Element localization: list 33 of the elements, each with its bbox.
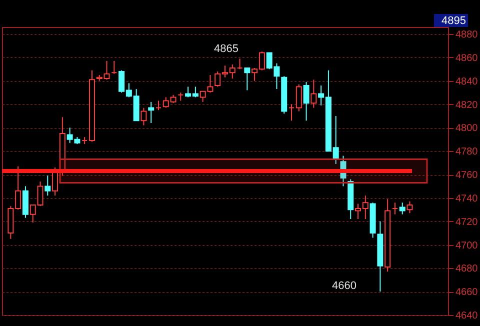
annotation: 4865 [214, 43, 238, 55]
y-tick-label: 4640 [456, 310, 478, 322]
y-tick-label: 4860 [456, 52, 478, 64]
candlestick [303, 82, 310, 122]
candlestick [236, 58, 243, 70]
candlestick [44, 175, 51, 196]
candlestick [244, 67, 250, 91]
y-tick-label: 4780 [456, 146, 478, 158]
text: 4895 [442, 15, 466, 27]
y-tick-label: 4740 [456, 193, 478, 204]
annotation: 4660 [332, 280, 356, 292]
candlestick [392, 202, 398, 215]
candlestick [399, 202, 406, 215]
y-tick-label: 4800 [456, 123, 478, 134]
candlestick [155, 100, 162, 111]
y-tick-label: 4820 [456, 100, 478, 111]
y-tick-label: 4840 [456, 76, 478, 88]
candlestick [148, 101, 154, 124]
y-tick-label: 4680 [456, 264, 478, 275]
candlestick [140, 107, 147, 126]
candlestick [22, 186, 28, 218]
y-tick-label: 4660 [456, 287, 478, 298]
candlestick [406, 200, 413, 214]
candlestick [111, 60, 118, 74]
candlestick [296, 84, 302, 112]
y-tick-label: 4720 [456, 216, 478, 228]
candlestick [178, 92, 184, 102]
y-tick-label: 4700 [456, 240, 478, 252]
y-tick-label: 4880 [456, 30, 478, 41]
candlestick [288, 104, 295, 122]
candlestick [52, 166, 58, 196]
y-tick-label: 4760 [456, 170, 478, 182]
candlestick [310, 79, 317, 108]
